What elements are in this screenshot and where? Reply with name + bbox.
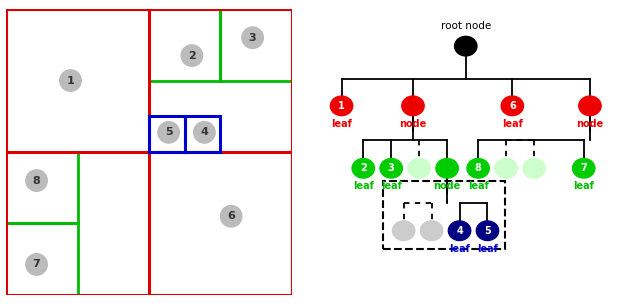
Bar <box>383 181 505 249</box>
Text: 2: 2 <box>360 163 366 173</box>
Circle shape <box>448 221 471 240</box>
Text: 6: 6 <box>227 211 235 221</box>
Text: leaf: leaf <box>353 181 374 191</box>
Circle shape <box>352 158 374 178</box>
Circle shape <box>573 158 595 178</box>
Text: 3: 3 <box>249 33 256 43</box>
Circle shape <box>579 96 601 116</box>
Text: leaf: leaf <box>331 119 352 129</box>
Text: leaf: leaf <box>573 181 594 191</box>
Text: 6: 6 <box>509 101 515 111</box>
Circle shape <box>158 122 179 143</box>
Text: root node: root node <box>441 22 491 32</box>
Circle shape <box>392 221 415 240</box>
Text: 7: 7 <box>33 260 40 269</box>
Circle shape <box>330 96 353 116</box>
Bar <box>149 116 185 152</box>
Circle shape <box>26 170 47 191</box>
Text: 8: 8 <box>33 176 40 185</box>
Bar <box>149 152 292 295</box>
Circle shape <box>455 36 477 56</box>
Circle shape <box>495 158 517 178</box>
Text: 4: 4 <box>456 226 463 236</box>
Bar <box>6 223 78 295</box>
Text: 5: 5 <box>165 127 173 137</box>
Circle shape <box>26 254 47 275</box>
Text: 5: 5 <box>484 226 491 236</box>
Text: leaf: leaf <box>468 181 489 191</box>
Circle shape <box>420 221 443 240</box>
Circle shape <box>242 27 263 48</box>
Bar <box>149 9 292 152</box>
Circle shape <box>408 158 430 178</box>
Circle shape <box>194 122 215 143</box>
Text: 2: 2 <box>188 50 196 60</box>
Circle shape <box>220 206 242 227</box>
Text: 8: 8 <box>474 163 482 173</box>
Text: 1: 1 <box>338 101 345 111</box>
Text: node: node <box>433 181 461 191</box>
Bar <box>6 152 149 295</box>
Circle shape <box>476 221 499 240</box>
Text: leaf: leaf <box>477 244 498 254</box>
Bar <box>220 9 292 81</box>
Text: 3: 3 <box>388 163 394 173</box>
Circle shape <box>181 45 202 66</box>
Text: 1: 1 <box>66 76 75 86</box>
Circle shape <box>402 96 424 116</box>
Text: 7: 7 <box>581 163 587 173</box>
Bar <box>149 9 220 81</box>
Bar <box>6 152 78 223</box>
Text: node: node <box>576 119 604 129</box>
Text: 4: 4 <box>201 127 208 137</box>
Circle shape <box>523 158 545 178</box>
Bar <box>185 116 220 152</box>
Circle shape <box>60 70 81 91</box>
Bar <box>6 9 149 152</box>
Circle shape <box>501 96 524 116</box>
Text: leaf: leaf <box>502 119 523 129</box>
Text: leaf: leaf <box>381 181 402 191</box>
Circle shape <box>380 158 402 178</box>
Circle shape <box>467 158 489 178</box>
Text: node: node <box>399 119 427 129</box>
Circle shape <box>436 158 458 178</box>
Text: leaf: leaf <box>449 244 470 254</box>
